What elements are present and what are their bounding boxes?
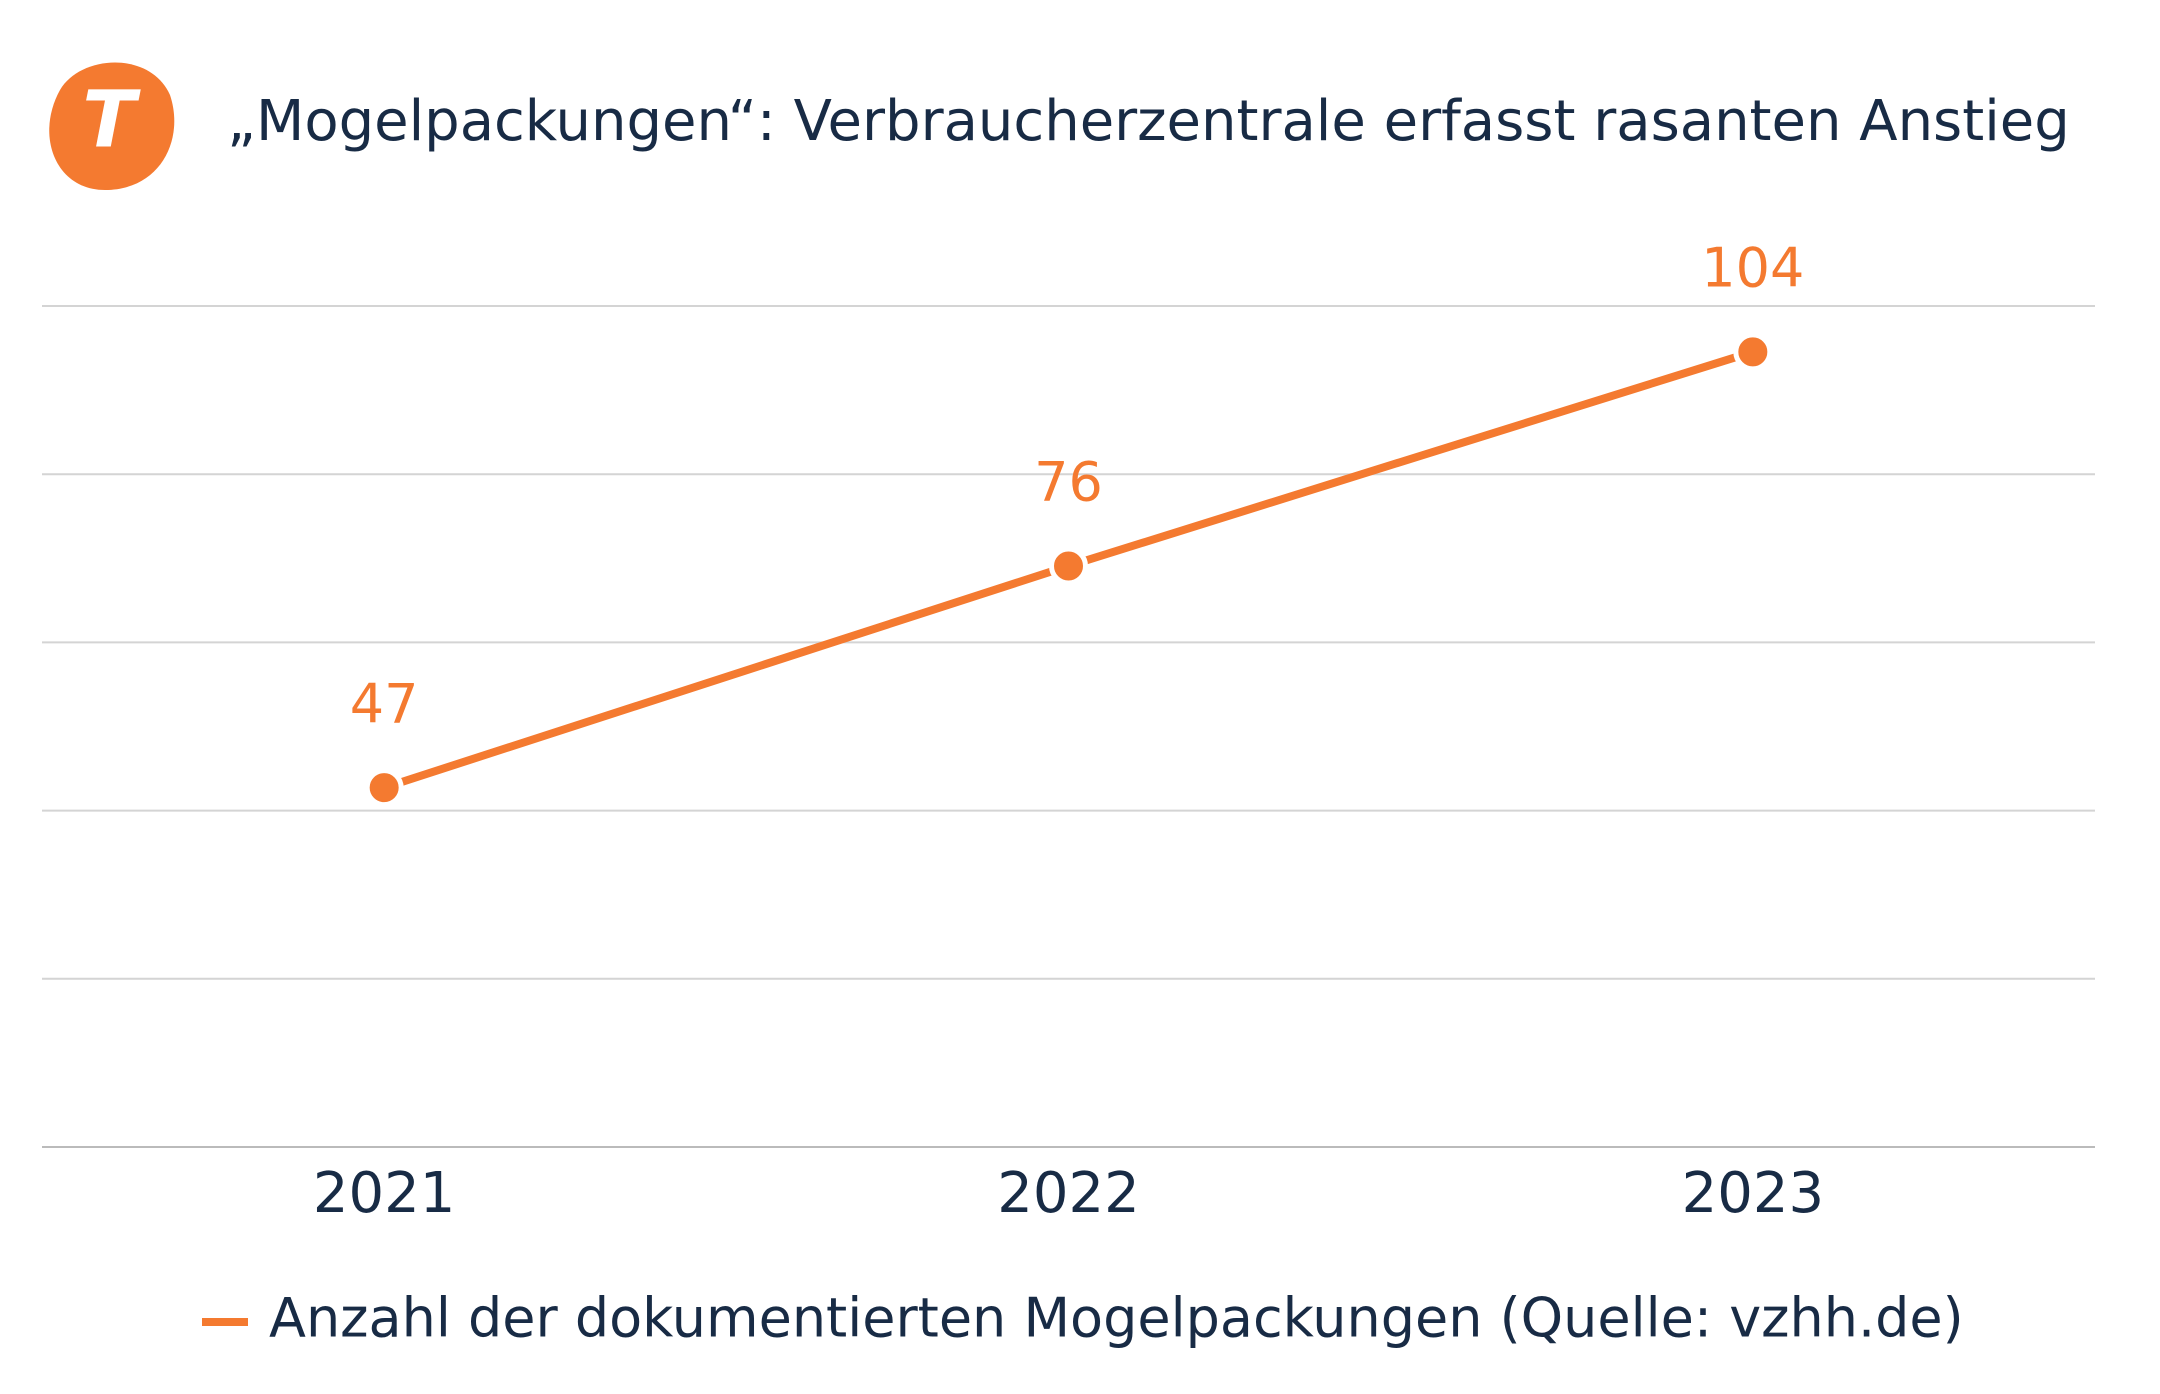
marker — [1049, 546, 1088, 586]
x-tick-label: 2021 — [313, 1161, 456, 1226]
logo-text: T — [82, 75, 141, 165]
logo-badge — [49, 62, 175, 190]
x-tick-label: 2022 — [997, 1161, 1140, 1226]
value-label: 104 — [1701, 237, 1804, 300]
x-tick-label: 2023 — [1682, 1161, 1825, 1226]
marker — [1733, 332, 1773, 372]
value-label: 76 — [1034, 451, 1103, 514]
marker — [364, 768, 404, 808]
value-label: 47 — [350, 672, 419, 735]
chart-title: „Mogelpackungen“: Verbraucherzentrale er… — [227, 89, 2070, 154]
legend-label: Anzahl der dokumentierten Mogelpackungen… — [269, 1287, 1964, 1350]
